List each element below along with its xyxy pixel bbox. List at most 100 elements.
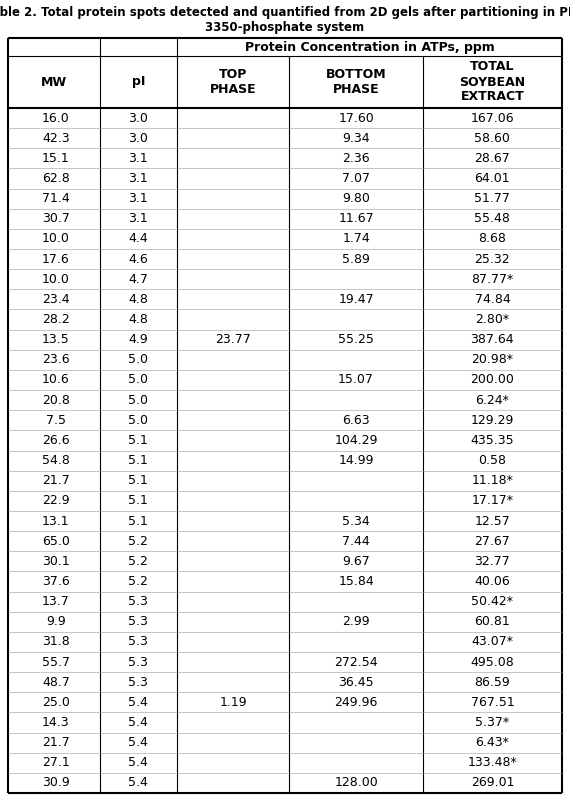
Text: 60.81: 60.81	[474, 615, 510, 628]
Text: 32.77: 32.77	[474, 555, 510, 568]
Text: 4.7: 4.7	[128, 273, 148, 286]
Text: 5.3: 5.3	[128, 615, 148, 628]
Text: 62.8: 62.8	[42, 172, 70, 185]
Text: 5.2: 5.2	[128, 535, 148, 548]
Text: 43.07*: 43.07*	[471, 635, 514, 649]
Text: 23.6: 23.6	[42, 353, 70, 366]
Text: pI: pI	[132, 76, 145, 88]
Text: 42.3: 42.3	[42, 131, 70, 145]
Text: 9.9: 9.9	[46, 615, 66, 628]
Text: 5.3: 5.3	[128, 676, 148, 689]
Text: 13.7: 13.7	[42, 595, 70, 608]
Text: 272.54: 272.54	[334, 656, 378, 669]
Text: 16.0: 16.0	[42, 111, 70, 124]
Text: 5.1: 5.1	[128, 434, 148, 447]
Text: 5.0: 5.0	[128, 373, 148, 387]
Text: 37.6: 37.6	[42, 575, 70, 588]
Text: 133.48*: 133.48*	[467, 756, 517, 769]
Text: Protein Concentration in ATPs, ppm: Protein Concentration in ATPs, ppm	[245, 41, 494, 53]
Text: 55.25: 55.25	[338, 334, 374, 346]
Text: 5.4: 5.4	[128, 736, 148, 749]
Text: 3.0: 3.0	[128, 111, 148, 124]
Text: 15.07: 15.07	[338, 373, 374, 387]
Text: 40.06: 40.06	[474, 575, 510, 588]
Text: 269.01: 269.01	[471, 776, 514, 790]
Text: 9.34: 9.34	[343, 131, 370, 145]
Text: 3.1: 3.1	[128, 172, 148, 185]
Text: 20.8: 20.8	[42, 394, 70, 407]
Text: 104.29: 104.29	[335, 434, 378, 447]
Text: 4.8: 4.8	[128, 313, 148, 326]
Text: 10.6: 10.6	[42, 373, 70, 387]
Text: 23.77: 23.77	[215, 334, 251, 346]
Text: 435.35: 435.35	[471, 434, 514, 447]
Text: 10.0: 10.0	[42, 273, 70, 286]
Text: 6.24*: 6.24*	[475, 394, 510, 407]
Text: 128.00: 128.00	[334, 776, 378, 790]
Text: 495.08: 495.08	[470, 656, 514, 669]
Text: 7.07: 7.07	[342, 172, 370, 185]
Text: 200.00: 200.00	[470, 373, 514, 387]
Text: 17.6: 17.6	[42, 252, 70, 266]
Text: 30.7: 30.7	[42, 213, 70, 225]
Text: 5.3: 5.3	[128, 635, 148, 649]
Text: 4.8: 4.8	[128, 293, 148, 306]
Text: 5.3: 5.3	[128, 656, 148, 669]
Text: 3.1: 3.1	[128, 192, 148, 205]
Text: 0.58: 0.58	[478, 454, 506, 467]
Text: 55.7: 55.7	[42, 656, 70, 669]
Text: 7.5: 7.5	[46, 414, 66, 427]
Text: 13.1: 13.1	[42, 514, 70, 528]
Text: 64.01: 64.01	[475, 172, 510, 185]
Text: 1.74: 1.74	[342, 232, 370, 245]
Text: 8.68: 8.68	[478, 232, 506, 245]
Text: 87.77*: 87.77*	[471, 273, 514, 286]
Text: 5.4: 5.4	[128, 716, 148, 729]
Text: TOTAL
SOYBEAN
EXTRACT: TOTAL SOYBEAN EXTRACT	[459, 60, 526, 103]
Text: 3.1: 3.1	[128, 213, 148, 225]
Text: 74.84: 74.84	[474, 293, 510, 306]
Text: 26.6: 26.6	[42, 434, 70, 447]
Text: 167.06: 167.06	[471, 111, 514, 124]
Text: 20.98*: 20.98*	[471, 353, 514, 366]
Text: 25.32: 25.32	[475, 252, 510, 266]
Text: 5.1: 5.1	[128, 514, 148, 528]
Text: 5.3: 5.3	[128, 595, 148, 608]
Text: 55.48: 55.48	[474, 213, 510, 225]
Text: 22.9: 22.9	[42, 494, 70, 507]
Text: 30.1: 30.1	[42, 555, 70, 568]
Text: 767.51: 767.51	[470, 696, 514, 709]
Text: 2.36: 2.36	[343, 152, 370, 165]
Text: Table 2. Total protein spots detected and quantified from 2D gels after partitio: Table 2. Total protein spots detected an…	[0, 6, 570, 34]
Text: 9.67: 9.67	[342, 555, 370, 568]
Text: 5.2: 5.2	[128, 575, 148, 588]
Text: TOP
PHASE: TOP PHASE	[210, 68, 256, 96]
Text: 9.80: 9.80	[342, 192, 370, 205]
Text: 5.1: 5.1	[128, 474, 148, 487]
Text: 5.0: 5.0	[128, 353, 148, 366]
Text: 23.4: 23.4	[42, 293, 70, 306]
Text: 17.17*: 17.17*	[471, 494, 514, 507]
Text: 6.43*: 6.43*	[475, 736, 510, 749]
Text: 2.80*: 2.80*	[475, 313, 510, 326]
Text: 71.4: 71.4	[42, 192, 70, 205]
Text: 14.3: 14.3	[42, 716, 70, 729]
Text: 5.1: 5.1	[128, 454, 148, 467]
Text: 48.7: 48.7	[42, 676, 70, 689]
Text: 4.9: 4.9	[128, 334, 148, 346]
Text: 50.42*: 50.42*	[471, 595, 514, 608]
Text: 5.4: 5.4	[128, 696, 148, 709]
Text: 4.4: 4.4	[128, 232, 148, 245]
Text: 1.19: 1.19	[219, 696, 247, 709]
Text: 58.60: 58.60	[474, 131, 510, 145]
Text: 65.0: 65.0	[42, 535, 70, 548]
Text: 3.0: 3.0	[128, 131, 148, 145]
Text: 15.1: 15.1	[42, 152, 70, 165]
Text: 387.64: 387.64	[471, 334, 514, 346]
Text: MW: MW	[41, 76, 67, 88]
Text: 7.44: 7.44	[342, 535, 370, 548]
Text: 10.0: 10.0	[42, 232, 70, 245]
Text: 5.1: 5.1	[128, 494, 148, 507]
Text: 5.89: 5.89	[342, 252, 370, 266]
Text: 12.57: 12.57	[474, 514, 510, 528]
